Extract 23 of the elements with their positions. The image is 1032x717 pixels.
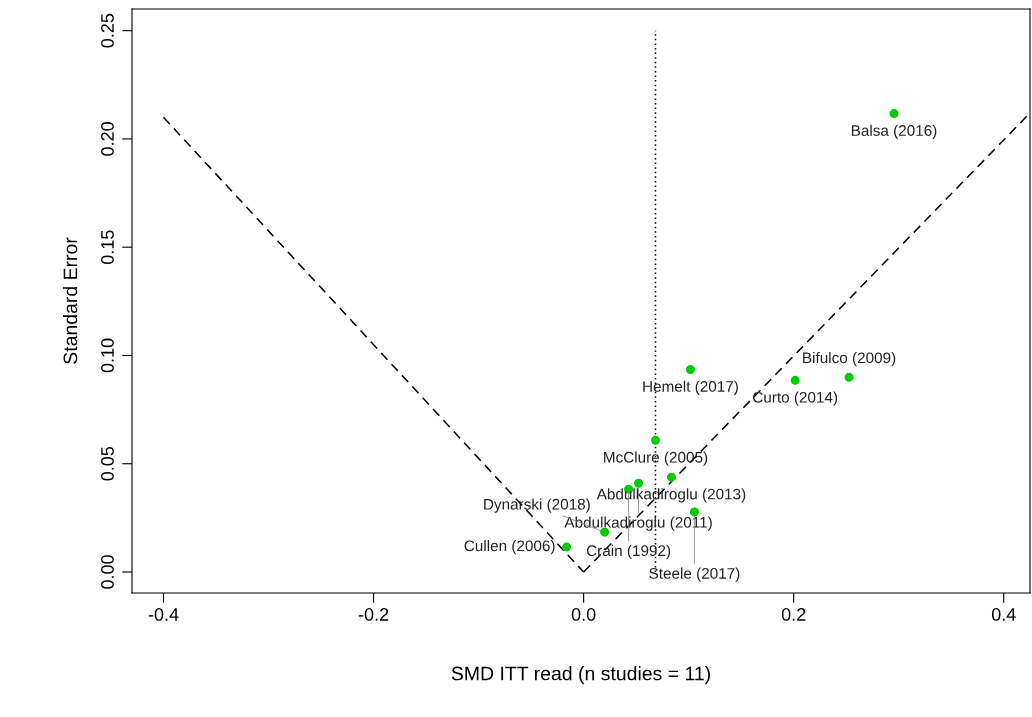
annotation: Steele (2017) — [649, 567, 740, 582]
annotation: Dynarski (2018) — [484, 498, 590, 513]
x-tick-label: 0.0 — [571, 608, 596, 621]
y-tick-label: 0.25 — [101, 13, 114, 48]
x-tick-label: -0.4 — [148, 608, 179, 621]
y-tick-label: 0.05 — [101, 446, 114, 481]
annotation: Balsa (2016) — [851, 124, 937, 139]
y-tick-label: 0.00 — [101, 555, 114, 589]
y-tick-label: 0.20 — [101, 122, 114, 156]
y-axis-title: Standard Error — [63, 237, 78, 364]
annotation: McClure (2005) — [604, 451, 708, 466]
annotation: Hemelt (2017) — [643, 380, 738, 395]
annotation: Cullen (2006) — [464, 539, 555, 555]
annotation: Abdulkadiroglu (2013) — [596, 488, 746, 503]
y-tick-label: 0.10 — [101, 338, 114, 373]
y-tick-label: 0.15 — [101, 230, 114, 265]
annotation: Crain (1992) — [586, 544, 671, 560]
annotation: Curto (2014) — [753, 391, 838, 406]
annotation: Bifulco (2009) — [803, 351, 896, 367]
x-tick-label: 0.4 — [991, 608, 1016, 621]
x-tick-label: 0.2 — [781, 608, 806, 621]
x-axis-title: SMD ITT read (n studies = 11) — [451, 666, 710, 685]
x-tick-label: -0.2 — [358, 608, 389, 621]
